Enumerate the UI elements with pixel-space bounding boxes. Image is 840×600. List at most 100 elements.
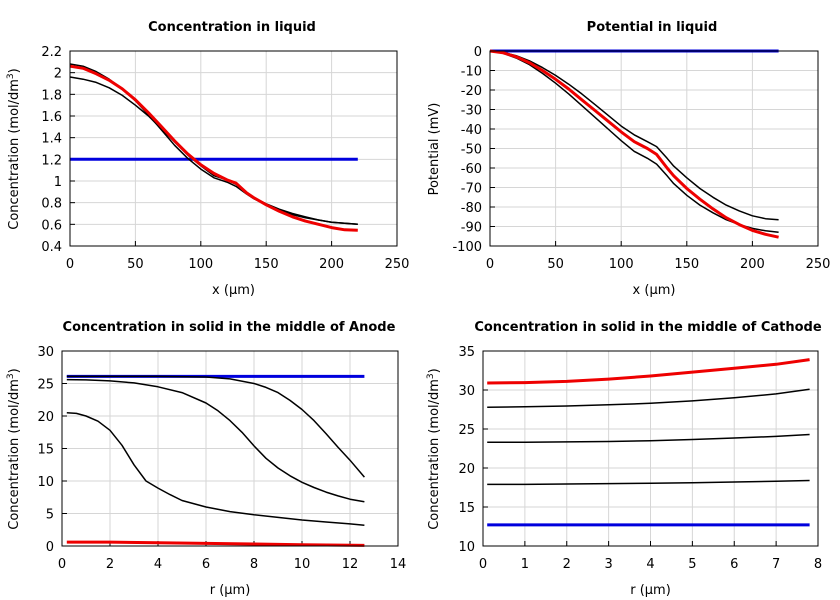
x-tick-label: 7: [772, 557, 780, 572]
y-tick-label: -90: [461, 221, 482, 236]
x-tick-label: 1: [521, 557, 529, 572]
x-tick-label: 5: [688, 557, 696, 572]
x-tick-label: 50: [547, 257, 564, 272]
y-tick-label: 20: [458, 462, 475, 477]
x-tick-label: 4: [646, 557, 654, 572]
x-tick-label: 3: [604, 557, 612, 572]
chart-panel-4: 0 1 2 3 4 5 6 7 8 10 15 20 25 30 35 Concentration in so…: [426, 320, 822, 598]
y-tick-label: 0.6: [41, 218, 62, 233]
y-axis-label: Concentration (mol/dm3): [426, 368, 442, 530]
y-tick-label: 2: [54, 67, 62, 82]
chart-title: Concentration in solid in the middle of …: [474, 320, 822, 335]
x-tick-label: 0: [58, 557, 66, 572]
x-tick-label: 200: [319, 257, 344, 272]
x-tick-label: 150: [674, 257, 699, 272]
x-tick-label: 250: [806, 257, 831, 272]
chart-panel-3: 0 2 4 6 8 10 12 14 0 5 10 15 20 25 30 Concentration in …: [6, 320, 406, 598]
y-axis-label-text: Concentration (mol/dm: [427, 379, 442, 530]
chart-panel-1: 0 50 100 150 200 250 0.4 0.6 0.8 1 1.2 1.4 1.6 1.8 2 2.…: [6, 20, 409, 298]
y-tick-label: 25: [458, 423, 475, 438]
y-axis-label-text: Concentration (mol/dm: [7, 379, 22, 530]
plot-frame: [61, 350, 399, 547]
plot-frame: [489, 50, 819, 247]
y-axis-label-superscript: 3: [426, 373, 436, 379]
series-line-5: [66, 540, 365, 547]
series-line-2: [66, 375, 365, 478]
y-axis-label-tail: ): [7, 368, 22, 373]
y-tick-label: -20: [461, 84, 482, 99]
y-axis-label: Concentration (mol/dm3): [6, 368, 22, 530]
y-tick-label: 0: [46, 540, 54, 555]
x-axis-label: x (µm): [212, 283, 255, 298]
y-tick-label: 0: [474, 45, 482, 60]
x-tick-label: 0: [479, 557, 487, 572]
series-line-2: [489, 50, 779, 221]
y-axis-label-text: Concentration (mol/dm: [7, 79, 22, 230]
y-tick-label: 0.4: [41, 240, 62, 255]
x-tick-label: 8: [250, 557, 258, 572]
x-tick-label: 4: [154, 557, 162, 572]
y-tick-label: 30: [458, 384, 475, 399]
y-tick-label: 1.2: [41, 153, 62, 168]
series-line-4: [489, 49, 779, 239]
y-tick-label: 0.8: [41, 197, 62, 212]
x-tick-label: 100: [188, 257, 213, 272]
series-line-4: [69, 64, 358, 232]
y-tick-label: -60: [461, 162, 482, 177]
chart-panel-2: 0 50 100 150 200 250-100-90-80-70-60-50-40-30…: [427, 20, 830, 298]
x-tick-label: 2: [563, 557, 571, 572]
series-line-5: [487, 358, 810, 385]
y-tick-label: 15: [37, 443, 54, 458]
y-tick-label: -10: [461, 65, 482, 80]
y-tick-label: 1: [54, 175, 62, 190]
y-tick-label: 10: [458, 540, 475, 555]
x-tick-label: 6: [202, 557, 210, 572]
x-tick-label: 2: [106, 557, 114, 572]
chart-title: Concentration in solid in the middle of …: [63, 320, 396, 335]
chart-title: Concentration in liquid: [148, 20, 316, 35]
x-tick-label: 0: [486, 257, 494, 272]
series-line-2: [487, 479, 810, 486]
y-tick-label: 15: [458, 501, 475, 516]
x-tick-label: 100: [609, 257, 634, 272]
chart-title: Potential in liquid: [587, 20, 718, 35]
x-axis-label: r (µm): [630, 583, 671, 598]
x-tick-label: 12: [342, 557, 359, 572]
y-tick-label: 1.8: [41, 88, 62, 103]
x-axis-label: x (µm): [633, 283, 676, 298]
y-tick-label: 2.2: [41, 45, 62, 60]
x-tick-label: 150: [254, 257, 279, 272]
y-tick-label: -100: [452, 240, 482, 255]
y-axis-label-tail: ): [427, 368, 442, 373]
x-tick-label: 50: [127, 257, 144, 272]
x-tick-label: 250: [385, 257, 410, 272]
plot-frame: [482, 350, 819, 547]
x-tick-label: 0: [66, 257, 74, 272]
y-tick-label: -30: [461, 104, 482, 119]
series-line-4: [66, 412, 365, 526]
y-axis-label-tail: ): [7, 68, 22, 73]
y-tick-label: 30: [37, 345, 54, 360]
y-tick-label: 25: [37, 378, 54, 393]
plot-frame: [69, 50, 398, 247]
y-axis-label: Potential (mV): [427, 103, 442, 196]
y-tick-label: 20: [37, 410, 54, 425]
y-tick-label: 1.6: [41, 110, 62, 125]
x-axis-label: r (µm): [210, 583, 251, 598]
y-tick-label: -80: [461, 201, 482, 216]
y-tick-label: 35: [458, 345, 475, 360]
y-tick-label: 10: [37, 475, 54, 490]
x-tick-label: 200: [740, 257, 765, 272]
series-line-2: [69, 63, 358, 226]
x-tick-label: 14: [390, 557, 407, 572]
y-tick-label: 5: [46, 508, 54, 523]
series-line-3: [487, 433, 810, 444]
series-line-4: [487, 388, 810, 408]
y-tick-label: -50: [461, 143, 482, 158]
y-axis-label: Concentration (mol/dm3): [6, 68, 22, 230]
y-tick-label: 1.4: [41, 132, 62, 147]
y-axis-label-superscript: 3: [6, 373, 16, 379]
series-line-3: [66, 378, 365, 503]
y-tick-label: -40: [461, 123, 482, 138]
